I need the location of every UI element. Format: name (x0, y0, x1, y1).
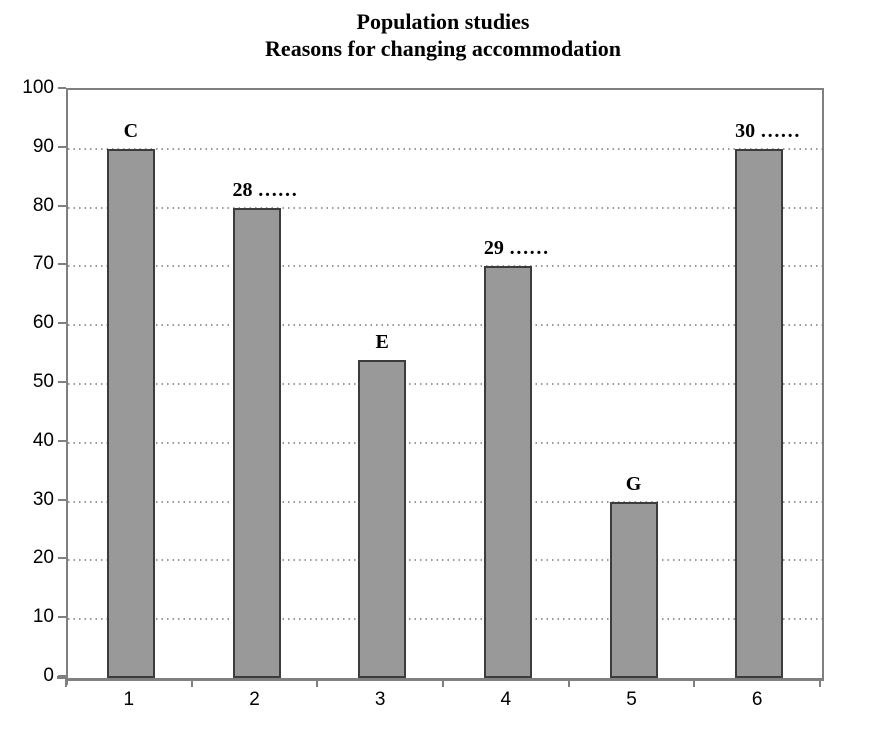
y-tick-60 (58, 322, 66, 325)
y-tick-100 (58, 87, 66, 89)
gridline-60 (68, 324, 822, 327)
y-axis-label-40: 40 (32, 429, 54, 451)
bar-label-5: G (625, 472, 642, 495)
gridline-40 (68, 441, 822, 444)
bar-label-4: 29 …… (483, 237, 549, 260)
y-tick-50 (58, 381, 66, 383)
gridline-80 (68, 206, 822, 209)
y-axis-label-20: 20 (32, 547, 54, 569)
x-tick-5 (693, 679, 696, 687)
y-axis-label-10: 10 (32, 606, 54, 628)
y-axis-label-90: 90 (32, 135, 54, 157)
gridline-90 (68, 147, 822, 150)
bar-5 (609, 501, 658, 678)
y-tick-80 (58, 204, 66, 207)
bar-label-6: 30 …… (735, 119, 801, 142)
y-tick-90 (58, 145, 66, 148)
y-tick-30 (58, 498, 66, 501)
bar-label-1: C (123, 119, 139, 142)
gridline-30 (68, 500, 822, 503)
chart-title: Population studies (356, 9, 530, 34)
x-tick-1 (190, 679, 193, 687)
bar-6 (735, 148, 784, 678)
gridline-10 (68, 618, 822, 621)
x-axis-label-4: 4 (500, 689, 512, 710)
chart-subtitle: Reasons for changing accommodation (265, 36, 621, 61)
x-axis-label-1: 1 (123, 689, 135, 710)
bar-2 (232, 207, 281, 678)
y-axis-label-50: 50 (32, 371, 54, 392)
x-axis-label-6: 6 (751, 689, 763, 710)
y-axis-extension (66, 679, 68, 685)
plot-area: C 28 …… E 29 …… G 30 …… (66, 88, 824, 681)
bar-label-2: 28 …… (232, 178, 298, 201)
bar-4 (483, 266, 532, 678)
gridline-50 (68, 383, 822, 385)
y-axis-label-100: 100 (22, 77, 54, 98)
y-tick-70 (58, 263, 66, 266)
bar-3 (358, 360, 407, 678)
x-axis-label-5: 5 (626, 689, 637, 710)
y-tick-20 (58, 557, 66, 560)
y-axis-label-70: 70 (32, 253, 54, 275)
x-axis-label-3: 3 (374, 689, 386, 710)
gridline-70 (68, 265, 822, 268)
y-axis-label-80: 80 (32, 194, 54, 216)
bar-1 (106, 148, 155, 678)
x-axis-extension (57, 676, 66, 679)
y-axis-label-30: 30 (32, 488, 54, 510)
y-tick-40 (58, 439, 66, 442)
y-axis-label-0: 0 (43, 665, 54, 686)
chart-title-block: Population studies Reasons for changing … (66, 8, 820, 62)
x-axis-label-2: 2 (249, 689, 260, 710)
x-tick-6 (819, 679, 821, 687)
y-axis-label-60: 60 (32, 312, 54, 334)
x-tick-4 (567, 679, 570, 687)
gridline-20 (68, 559, 822, 562)
y-tick-10 (58, 616, 66, 619)
bar-label-3: E (375, 331, 389, 354)
x-tick-2 (316, 679, 319, 687)
x-tick-3 (442, 679, 444, 687)
